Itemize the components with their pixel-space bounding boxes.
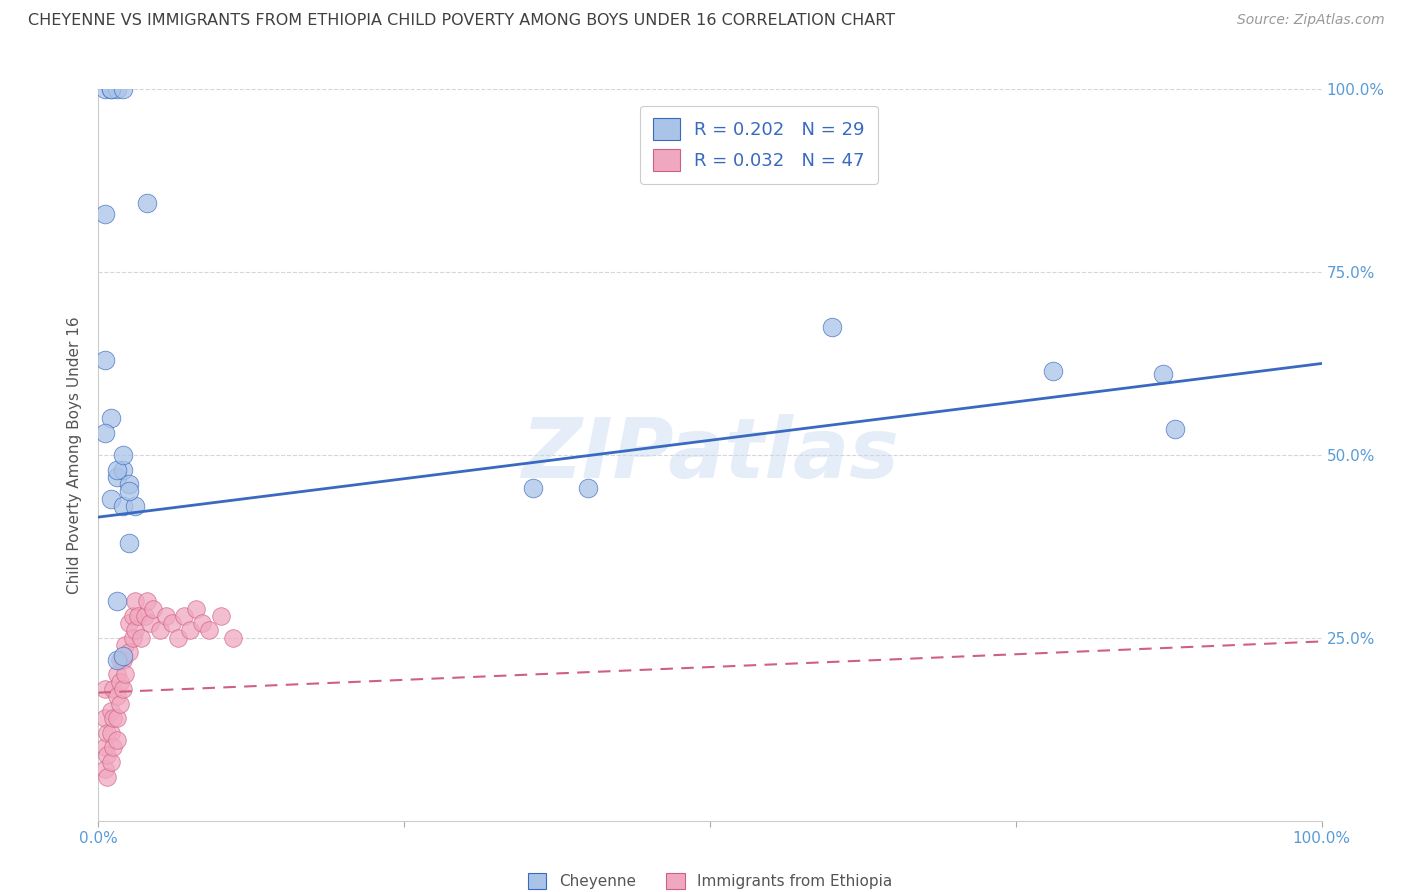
Point [124, 499, 146, 513]
Point [105, 653, 128, 667]
Point [114, 667, 136, 681]
Point [101, 740, 124, 755]
Point [121, 608, 143, 623]
Point [134, 608, 156, 623]
Point [522, 481, 544, 495]
Point [96, 726, 118, 740]
Point [105, 690, 128, 704]
Point [105, 594, 128, 608]
Point [186, 601, 208, 615]
Point [110, 697, 132, 711]
Point [105, 470, 128, 484]
Point [129, 631, 152, 645]
Point [1164, 422, 1187, 436]
Point [111, 649, 134, 664]
Point [209, 608, 232, 623]
Point [101, 681, 124, 696]
Point [197, 624, 219, 638]
Point [124, 624, 146, 638]
Point [93, 763, 115, 777]
Point [191, 616, 214, 631]
Point [142, 601, 165, 615]
Point [96, 770, 118, 784]
Point [139, 616, 162, 631]
Text: CHEYENNE VS IMMIGRANTS FROM ETHIOPIA CHILD POVERTY AMONG BOYS UNDER 16 CORRELATI: CHEYENNE VS IMMIGRANTS FROM ETHIOPIA CHI… [28, 13, 896, 29]
Point [111, 653, 134, 667]
Text: Source: ZipAtlas.com: Source: ZipAtlas.com [1237, 13, 1385, 28]
Point [93, 206, 115, 220]
Point [118, 477, 141, 491]
Point [821, 320, 844, 334]
Point [100, 726, 122, 740]
Point [93, 711, 115, 725]
Point [101, 711, 124, 725]
Point [118, 484, 141, 499]
Point [1042, 364, 1064, 378]
Point [167, 631, 190, 645]
Point [100, 755, 122, 769]
Point [105, 667, 128, 681]
Point [118, 535, 141, 549]
Point [110, 653, 132, 667]
Point [121, 631, 143, 645]
Point [118, 645, 141, 659]
Point [105, 711, 128, 725]
Point [136, 594, 159, 608]
Text: ZIPatlas: ZIPatlas [522, 415, 898, 495]
Point [96, 747, 118, 762]
Point [179, 624, 201, 638]
Point [136, 195, 159, 210]
Point [111, 82, 134, 96]
Point [100, 704, 122, 718]
Point [100, 491, 122, 506]
Point [100, 82, 122, 96]
Point [111, 462, 134, 476]
Point [100, 411, 122, 425]
Point [222, 631, 245, 645]
Point [155, 608, 177, 623]
Point [111, 448, 134, 462]
Point [114, 638, 136, 652]
Point [105, 82, 128, 96]
Point [576, 481, 599, 495]
Point [110, 674, 132, 689]
Point [127, 608, 149, 623]
Y-axis label: Child Poverty Among Boys Under 16: Child Poverty Among Boys Under 16 [67, 316, 83, 594]
Point [118, 616, 141, 631]
Point [149, 624, 172, 638]
Point [124, 594, 146, 608]
Point [160, 616, 183, 631]
Point [111, 681, 134, 696]
Point [173, 608, 195, 623]
Point [93, 82, 115, 96]
Point [1152, 368, 1174, 382]
Point [111, 499, 134, 513]
Point [93, 425, 115, 440]
Point [93, 681, 115, 696]
Point [100, 82, 122, 96]
Point [105, 462, 128, 476]
Legend: Cheyenne, Immigrants from Ethiopia: Cheyenne, Immigrants from Ethiopia [520, 866, 900, 892]
Point [93, 740, 115, 755]
Point [105, 733, 128, 747]
Point [93, 352, 115, 367]
